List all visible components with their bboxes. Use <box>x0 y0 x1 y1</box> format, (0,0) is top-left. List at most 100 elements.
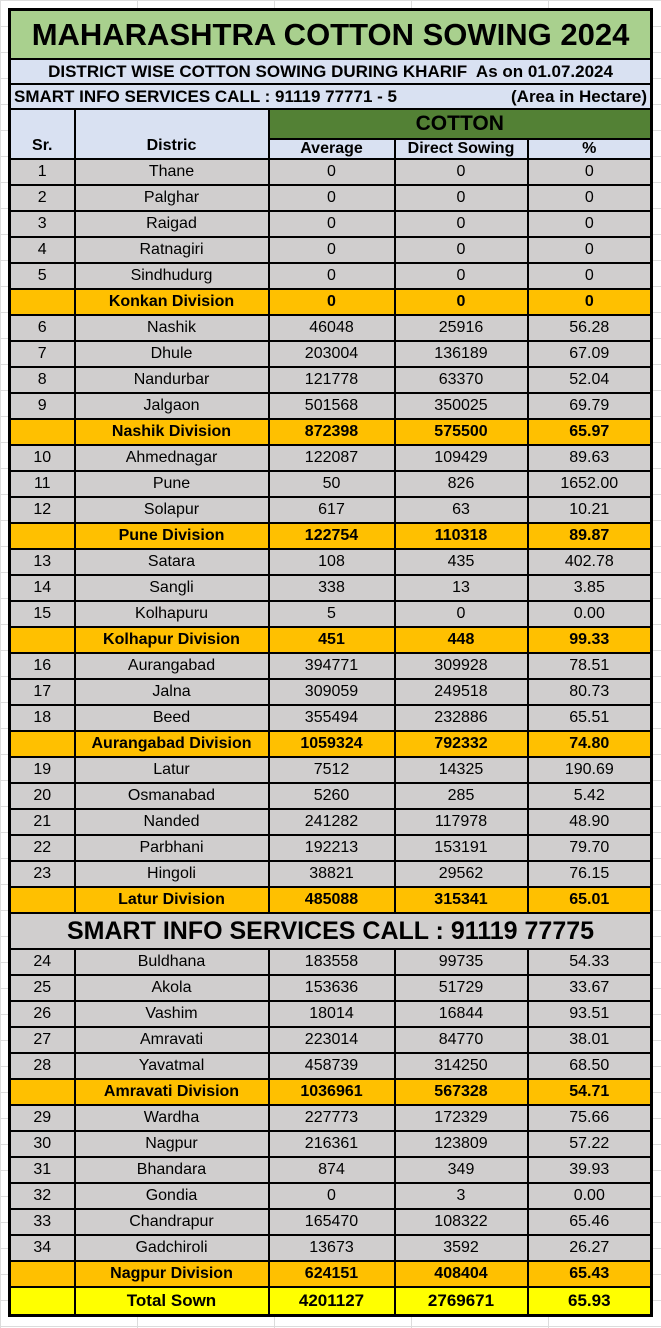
direct-sowing-cell[interactable]: 232886 <box>393 704 529 732</box>
district-cell[interactable]: Amravati <box>73 1026 270 1054</box>
direct-sowing-cell[interactable]: 0 <box>393 210 529 238</box>
percent-cell[interactable]: 69.79 <box>526 392 653 420</box>
district-cell[interactable]: Aurangabad <box>73 652 270 680</box>
district-cell[interactable]: Ahmednagar <box>73 444 270 472</box>
direct-sowing-cell[interactable]: 249518 <box>393 678 529 706</box>
direct-sowing-cell[interactable]: 315341 <box>393 886 529 914</box>
direct-sowing-cell[interactable]: 309928 <box>393 652 529 680</box>
direct-sowing-cell[interactable]: 826 <box>393 470 529 498</box>
direct-sowing-cell[interactable]: 51729 <box>393 974 529 1002</box>
direct-sowing-cell[interactable]: 349 <box>393 1156 529 1184</box>
average-cell[interactable]: 122754 <box>267 522 396 550</box>
average-cell[interactable]: 1036961 <box>267 1078 396 1106</box>
direct-sowing-cell[interactable]: 63370 <box>393 366 529 394</box>
district-cell[interactable]: Palghar <box>73 184 270 212</box>
col-header-average[interactable]: Average <box>267 138 396 160</box>
average-cell[interactable]: 183558 <box>267 948 396 976</box>
sheet-title[interactable]: MAHARASHTRA COTTON SOWING 2024 <box>8 8 653 60</box>
average-cell[interactable]: 501568 <box>267 392 396 420</box>
direct-sowing-cell[interactable]: 109429 <box>393 444 529 472</box>
sr-cell[interactable]: 23 <box>8 860 76 888</box>
average-cell[interactable]: 7512 <box>267 756 396 784</box>
district-cell[interactable]: Pune <box>73 470 270 498</box>
percent-cell[interactable]: 402.78 <box>526 548 653 576</box>
percent-cell[interactable]: 65.51 <box>526 704 653 732</box>
percent-cell[interactable]: 10.21 <box>526 496 653 524</box>
direct-sowing-cell[interactable]: 110318 <box>393 522 529 550</box>
sr-cell[interactable]: 32 <box>8 1182 76 1210</box>
direct-sowing-cell[interactable]: 13 <box>393 574 529 602</box>
col-header-sr[interactable]: Sr. <box>8 108 76 160</box>
sr-cell[interactable]: 15 <box>8 600 76 628</box>
district-cell[interactable]: Nagpur <box>73 1130 270 1158</box>
percent-cell[interactable]: 38.01 <box>526 1026 653 1054</box>
average-cell[interactable]: 0 <box>267 262 396 290</box>
direct-sowing-cell[interactable]: 108322 <box>393 1208 529 1236</box>
percent-cell[interactable]: 99.33 <box>526 626 653 654</box>
percent-cell[interactable]: 76.15 <box>526 860 653 888</box>
district-cell[interactable]: Nagpur Division <box>73 1260 270 1288</box>
sr-cell[interactable]: 34 <box>8 1234 76 1262</box>
district-cell[interactable]: Akola <box>73 974 270 1002</box>
direct-sowing-cell[interactable]: 0 <box>393 288 529 316</box>
percent-cell[interactable]: 65.93 <box>526 1286 653 1317</box>
average-cell[interactable]: 338 <box>267 574 396 602</box>
direct-sowing-cell[interactable]: 0 <box>393 262 529 290</box>
direct-sowing-cell[interactable]: 16844 <box>393 1000 529 1028</box>
district-cell[interactable]: Wardha <box>73 1104 270 1132</box>
district-cell[interactable]: Gadchiroli <box>73 1234 270 1262</box>
average-cell[interactable]: 5260 <box>267 782 396 810</box>
direct-sowing-cell[interactable]: 14325 <box>393 756 529 784</box>
district-cell[interactable]: Satara <box>73 548 270 576</box>
district-cell[interactable]: Total Sown <box>73 1286 270 1317</box>
district-cell[interactable]: Konkan Division <box>73 288 270 316</box>
average-cell[interactable]: 485088 <box>267 886 396 914</box>
percent-cell[interactable]: 65.01 <box>526 886 653 914</box>
average-cell[interactable]: 458739 <box>267 1052 396 1080</box>
district-cell[interactable]: Sangli <box>73 574 270 602</box>
percent-cell[interactable]: 54.71 <box>526 1078 653 1106</box>
percent-cell[interactable]: 93.51 <box>526 1000 653 1028</box>
percent-cell[interactable]: 65.46 <box>526 1208 653 1236</box>
sr-cell[interactable]: 5 <box>8 262 76 290</box>
direct-sowing-cell[interactable]: 117978 <box>393 808 529 836</box>
percent-cell[interactable]: 0.00 <box>526 1182 653 1210</box>
average-cell[interactable]: 153636 <box>267 974 396 1002</box>
col-header-district[interactable]: Distric <box>73 108 270 160</box>
average-cell[interactable]: 872398 <box>267 418 396 446</box>
percent-cell[interactable]: 5.42 <box>526 782 653 810</box>
sr-cell[interactable]: 7 <box>8 340 76 368</box>
direct-sowing-cell[interactable]: 29562 <box>393 860 529 888</box>
direct-sowing-cell[interactable]: 567328 <box>393 1078 529 1106</box>
sr-cell[interactable] <box>8 1260 76 1288</box>
average-cell[interactable]: 874 <box>267 1156 396 1184</box>
sr-cell[interactable] <box>8 288 76 316</box>
percent-cell[interactable]: 0 <box>526 236 653 264</box>
direct-sowing-cell[interactable]: 99735 <box>393 948 529 976</box>
percent-cell[interactable]: 75.66 <box>526 1104 653 1132</box>
district-cell[interactable]: Osmanabad <box>73 782 270 810</box>
district-cell[interactable]: Amravati Division <box>73 1078 270 1106</box>
sr-cell[interactable]: 4 <box>8 236 76 264</box>
district-cell[interactable]: Nashik <box>73 314 270 342</box>
sr-cell[interactable] <box>8 730 76 758</box>
percent-cell[interactable]: 0 <box>526 210 653 238</box>
district-cell[interactable]: Ratnagiri <box>73 236 270 264</box>
district-cell[interactable]: Gondia <box>73 1182 270 1210</box>
average-cell[interactable]: 216361 <box>267 1130 396 1158</box>
sr-cell[interactable]: 21 <box>8 808 76 836</box>
district-cell[interactable]: Yavatmal <box>73 1052 270 1080</box>
percent-cell[interactable]: 190.69 <box>526 756 653 784</box>
sr-cell[interactable]: 1 <box>8 158 76 186</box>
sr-cell[interactable]: 16 <box>8 652 76 680</box>
district-cell[interactable]: Kolhapur Division <box>73 626 270 654</box>
average-cell[interactable]: 0 <box>267 1182 396 1210</box>
district-cell[interactable]: Kolhapuru <box>73 600 270 628</box>
average-cell[interactable]: 192213 <box>267 834 396 862</box>
sr-cell[interactable]: 33 <box>8 1208 76 1236</box>
percent-cell[interactable]: 48.90 <box>526 808 653 836</box>
direct-sowing-cell[interactable]: 0 <box>393 184 529 212</box>
sr-cell[interactable] <box>8 886 76 914</box>
direct-sowing-cell[interactable]: 285 <box>393 782 529 810</box>
district-cell[interactable]: Raigad <box>73 210 270 238</box>
